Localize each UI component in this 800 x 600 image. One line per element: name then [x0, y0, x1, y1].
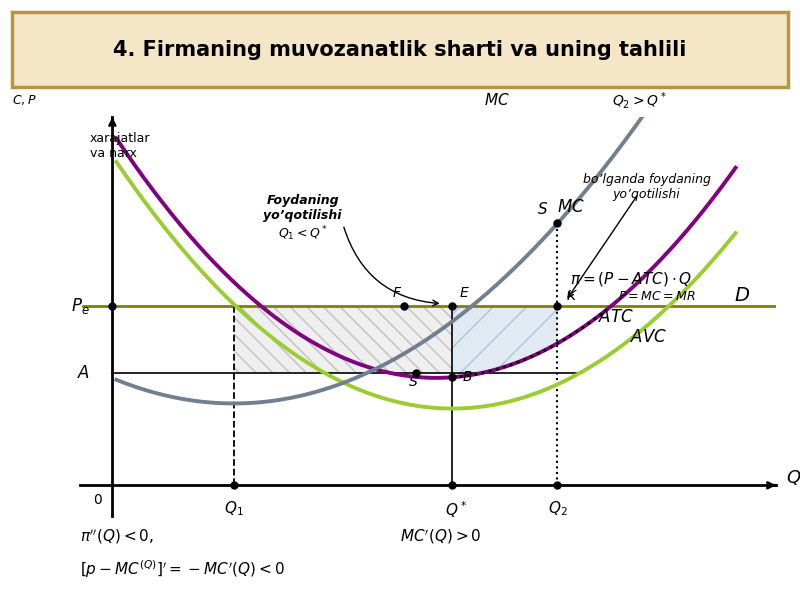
Text: $F$: $F$ — [392, 286, 402, 300]
Text: $K$: $K$ — [566, 289, 578, 303]
Text: $\pi''(Q) < 0,$: $\pi''(Q) < 0,$ — [80, 527, 154, 546]
Text: $AVC$: $AVC$ — [630, 328, 667, 346]
Text: Foydaning
yo’qotilishi
$Q_1<Q^*$: Foydaning yo’qotilishi $Q_1<Q^*$ — [263, 194, 342, 243]
Text: $Q_1$: $Q_1$ — [224, 500, 244, 518]
Text: $ATC$: $ATC$ — [598, 308, 634, 326]
Text: $Q^*$: $Q^*$ — [445, 500, 467, 520]
Text: $\pi =(P - ATC) \cdot Q$: $\pi =(P - ATC) \cdot Q$ — [570, 270, 692, 288]
Text: $P=MC=MR$: $P=MC=MR$ — [618, 290, 696, 302]
Text: $Q_2$: $Q_2$ — [548, 500, 567, 518]
Text: $[p - MC^{(Q)}]' = -MC'(Q) < 0$: $[p - MC^{(Q)}]' = -MC'(Q) < 0$ — [80, 558, 285, 580]
Text: 4. Firmaning muvozanatlik sharti va uning tahlili: 4. Firmaning muvozanatlik sharti va unin… — [114, 40, 686, 59]
Text: $D$: $D$ — [734, 286, 750, 305]
Text: xarajatlar
va narx: xarajatlar va narx — [90, 133, 150, 160]
Text: $S$: $S$ — [408, 374, 418, 389]
Text: $A$: $A$ — [77, 364, 90, 382]
FancyBboxPatch shape — [12, 12, 788, 87]
Text: $MC$: $MC$ — [484, 92, 510, 108]
Text: 0: 0 — [94, 493, 102, 506]
Text: $E$: $E$ — [458, 286, 470, 300]
Text: $Q_2>Q^*$: $Q_2>Q^*$ — [612, 89, 666, 110]
Text: $P_e$: $P_e$ — [71, 296, 90, 316]
Text: $C, P$: $C, P$ — [12, 93, 37, 107]
Text: bo’lganda foydaning
yo’qotilishi: bo’lganda foydaning yo’qotilishi — [582, 173, 710, 201]
Text: $MC'(Q) > 0$: $MC'(Q) > 0$ — [400, 527, 482, 546]
Text: $S$: $S$ — [538, 201, 549, 217]
Text: $Q$: $Q$ — [786, 468, 800, 487]
Text: $B$: $B$ — [462, 370, 473, 384]
Text: $MC$: $MC$ — [558, 198, 586, 216]
